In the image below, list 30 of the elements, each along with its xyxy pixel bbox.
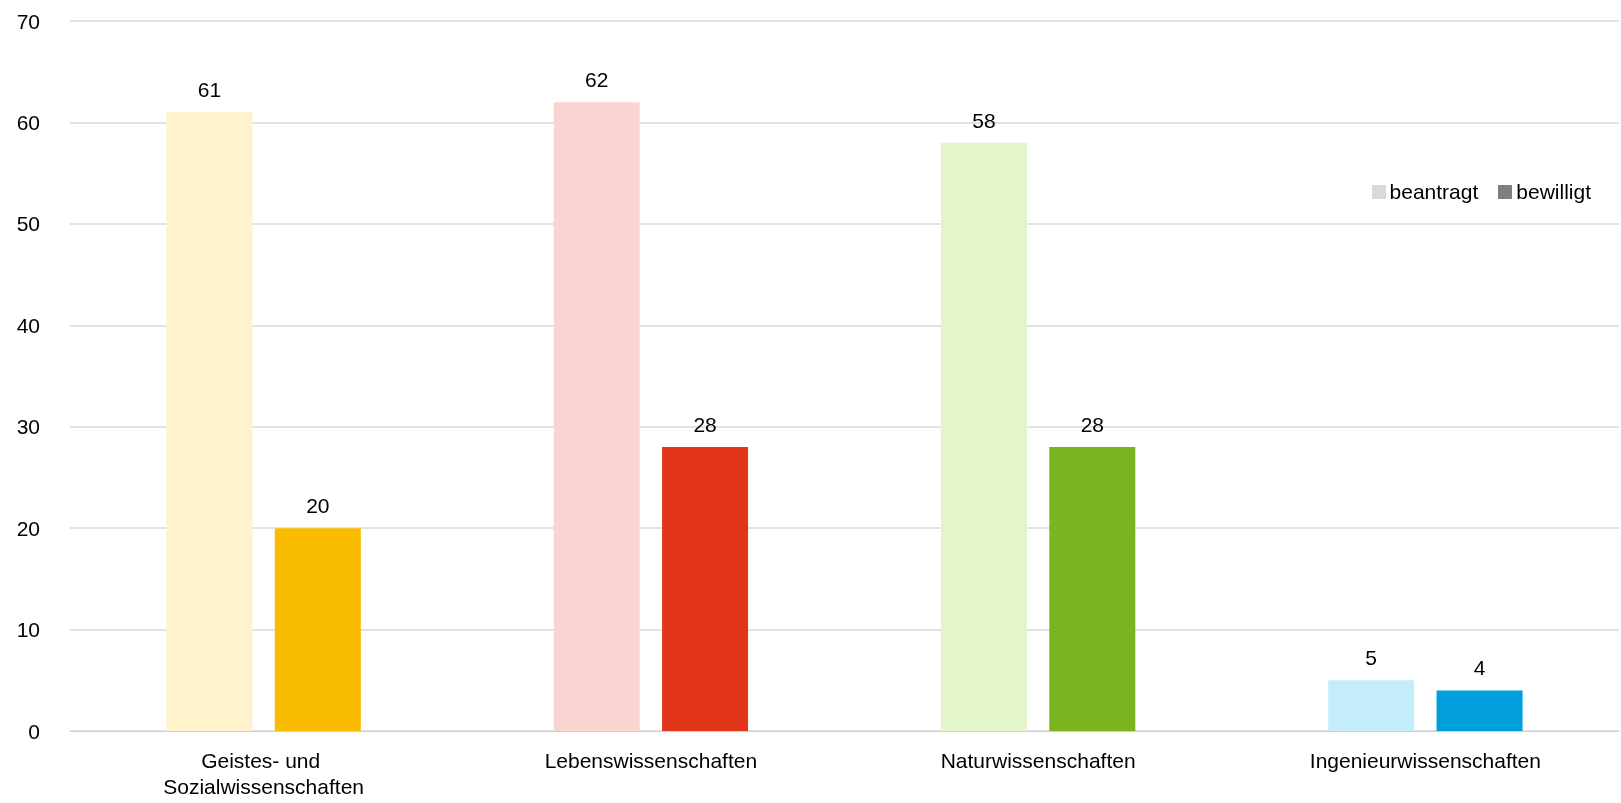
y-tick-label: 30	[16, 415, 40, 439]
y-tick-label: 0	[28, 719, 40, 743]
y-tick-label: 10	[16, 618, 40, 642]
x-tick-label: Ingenieurwissenschaften	[1309, 748, 1541, 772]
bar	[940, 142, 1027, 731]
data-label: 58	[972, 108, 996, 132]
data-label: 62	[585, 68, 609, 92]
y-tick-label: 20	[16, 516, 40, 540]
bar	[274, 528, 361, 731]
bar	[662, 447, 749, 731]
bar	[166, 112, 253, 731]
bar	[1436, 690, 1523, 731]
data-label: 20	[306, 494, 330, 518]
bar	[1049, 447, 1136, 731]
bar	[553, 102, 640, 731]
x-tick-label: Geistes- und Sozialwissenschaften	[163, 748, 365, 798]
text: beantragt	[1389, 180, 1479, 204]
y-tick-label: 60	[16, 110, 40, 134]
x-tick-label: Naturwissenschaften	[940, 748, 1136, 772]
data-label: 5	[1365, 646, 1378, 670]
y-tick-label: 50	[16, 212, 40, 236]
data-label: 61	[197, 78, 222, 102]
data-label: 4	[1473, 656, 1486, 680]
data-label: 28	[693, 413, 717, 436]
text: bewilligt	[1516, 180, 1591, 204]
x-tick-label: Lebenswissenschaften	[544, 748, 758, 772]
bar	[1328, 680, 1415, 731]
data-label: 28	[1080, 413, 1104, 436]
y-tick-label: 40	[16, 313, 40, 337]
y-tick-label: 70	[16, 9, 40, 33]
